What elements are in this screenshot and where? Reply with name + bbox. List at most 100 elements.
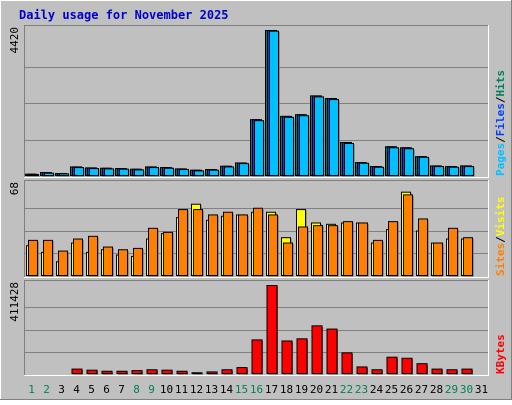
bar-sites-day-26: [403, 194, 413, 276]
bar-sites-day-12: [193, 209, 203, 277]
bar-pages-day-24: [374, 166, 384, 176]
panel-legend: Sites/Visits: [494, 197, 507, 277]
bar-kbytes-day-26: [401, 357, 413, 375]
bar-kbytes-day-7: [116, 370, 128, 375]
bar-kbytes-day-28: [431, 368, 443, 375]
x-tick-label: 10: [160, 383, 173, 396]
bar-kbytes-day-23: [356, 366, 368, 374]
x-tick-label: 6: [103, 383, 110, 396]
bar-sites-day-11: [178, 209, 188, 277]
x-tick-label: 19: [295, 383, 308, 396]
bar-sites-day-1: [28, 239, 38, 276]
bar-sites-day-17: [268, 214, 278, 276]
bar-kbytes-day-5: [86, 369, 98, 375]
bar-sites-day-19: [298, 226, 308, 276]
bar-pages-day-2: [44, 172, 54, 177]
x-tick-label: 3: [58, 383, 65, 396]
x-tick-label: 4: [73, 383, 80, 396]
bar-sites-day-10: [163, 231, 173, 277]
x-tick-label: 21: [325, 383, 338, 396]
bar-sites-day-15: [238, 214, 248, 276]
bar-pages-day-29: [449, 166, 459, 176]
bar-pages-day-13: [209, 169, 219, 177]
bar-pages-day-27: [419, 156, 429, 176]
x-tick-label: 1: [28, 383, 35, 396]
bar-kbytes-day-6: [101, 370, 113, 375]
bar-pages-day-7: [119, 168, 129, 177]
legend-entry-sites: Sites: [494, 243, 507, 276]
bar-kbytes-day-9: [146, 369, 158, 375]
bar-kbytes-day-24: [371, 369, 383, 375]
x-tick-label: 23: [355, 383, 368, 396]
bar-pages-day-25: [389, 147, 399, 176]
bar-kbytes-day-11: [176, 370, 188, 375]
legend-entry-pages: Pages: [494, 143, 507, 176]
x-tick-label: 30: [460, 383, 473, 396]
bar-pages-day-20: [314, 96, 324, 176]
x-tick-label: 26: [400, 383, 413, 396]
bar-pages-day-15: [239, 163, 249, 176]
bar-sites-day-30: [463, 237, 473, 276]
panel-legend: Pages/Files/Hits: [494, 70, 507, 176]
legend-entry-visits: Visits: [494, 197, 507, 237]
bar-sites-day-20: [313, 225, 323, 277]
bar-pages-day-11: [179, 169, 189, 177]
bar-kbytes-day-14: [221, 369, 233, 375]
panels-layer: 4420Pages/Files/Hits68Sites/Visits411428…: [8, 25, 507, 376]
legend-separator: /: [494, 136, 507, 143]
bar-pages-day-17: [269, 30, 279, 177]
bar-sites-day-13: [208, 214, 218, 276]
x-tick-label: 5: [88, 383, 95, 396]
chart-title: Daily usage for November 2025: [19, 8, 229, 22]
bar-pages-day-8: [134, 169, 144, 176]
bar-kbytes-day-4: [71, 368, 83, 375]
bar-pages-day-19: [299, 115, 309, 176]
panel-visits-sites: 68 Sites/Visits: [8, 180, 507, 278]
bar-pages-day-9: [149, 167, 159, 177]
bar-sites-day-9: [148, 227, 158, 277]
bar-kbytes-day-13: [206, 371, 218, 375]
bar-sites-day-5: [88, 235, 98, 276]
x-tick-label: 22: [340, 383, 353, 396]
x-tick-label: 18: [280, 383, 293, 396]
x-tick-label: 20: [310, 383, 323, 396]
bar-pages-day-14: [224, 166, 234, 176]
bar-pages-day-30: [464, 166, 474, 177]
x-tick-label: 7: [118, 383, 125, 396]
x-tick-label: 11: [175, 383, 188, 396]
bar-sites-day-18: [283, 242, 293, 276]
bar-sites-day-8: [133, 247, 143, 277]
bar-sites-day-6: [103, 246, 113, 276]
bar-shadow: [30, 175, 40, 177]
bar-kbytes-day-12: [191, 372, 203, 374]
bar-sites-day-3: [58, 250, 68, 277]
bar-kbytes-day-19: [296, 338, 308, 375]
x-tick-label: 31: [475, 383, 488, 396]
bar-shadow: [193, 373, 203, 375]
bar-kbytes-day-17: [266, 285, 278, 374]
x-tick-label: 28: [430, 383, 443, 396]
x-tick-label: 16: [250, 383, 263, 396]
x-tick-label: 2: [43, 383, 50, 396]
bar-sites-day-22: [343, 221, 353, 276]
x-axis-day-labels: 1 2 3 4 5 6 7 8 9 10 11 12 13 14 15 16 17 18 19 20 21 22 23 24 2…: [28, 383, 488, 396]
bar-pages-day-22: [344, 142, 354, 176]
legend-entry-kbytes: KBytes: [494, 334, 507, 374]
bar-kbytes-day-27: [416, 363, 428, 375]
x-tick-label: 27: [415, 383, 428, 396]
x-tick-label: 17: [265, 383, 278, 396]
bar-pages-day-6: [104, 168, 114, 176]
panel-legend: KBytes: [494, 334, 507, 374]
legend-entry-hits: Hits: [494, 70, 507, 97]
bar-pages-day-23: [359, 162, 369, 176]
bar-kbytes-day-10: [161, 369, 173, 375]
x-tick-label: 9: [148, 383, 155, 396]
bar-sites-day-27: [418, 218, 428, 277]
bar-sites-day-23: [358, 222, 368, 276]
bar-kbytes-day-8: [131, 370, 143, 374]
bar-pages-day-28: [434, 166, 444, 177]
bar-sites-day-4: [73, 238, 83, 277]
x-tick-label: 15: [235, 383, 248, 396]
bar-sites-day-28: [433, 242, 443, 276]
